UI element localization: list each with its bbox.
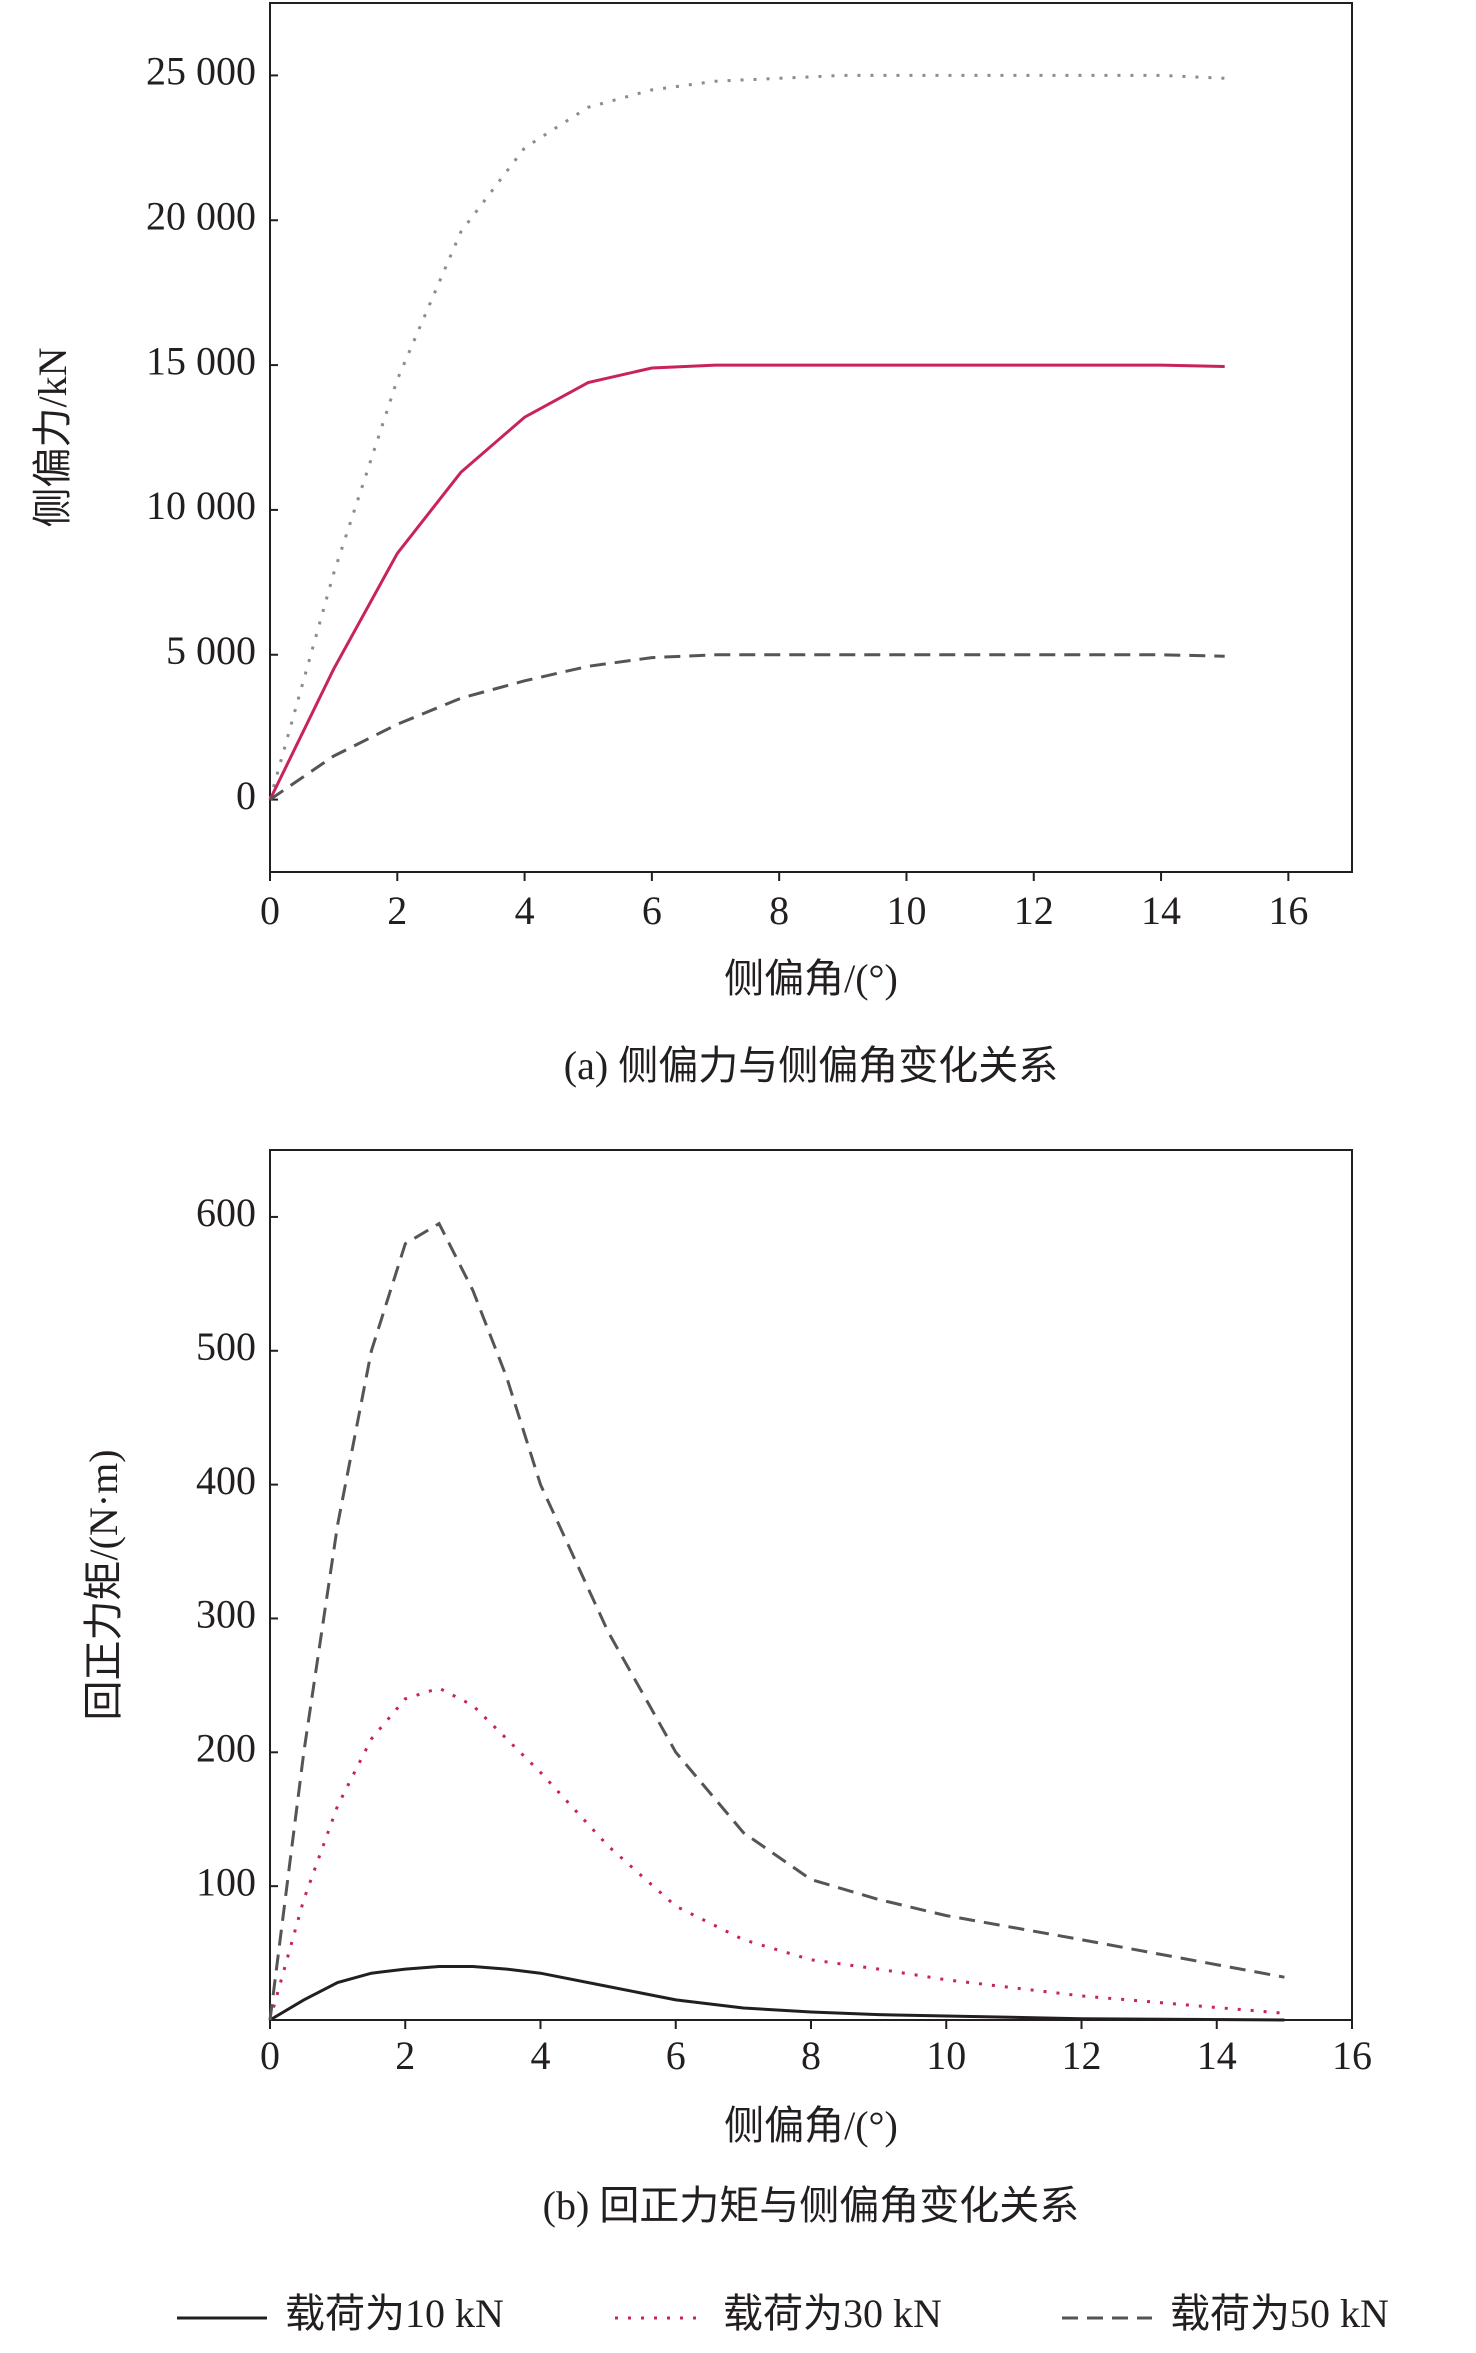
x-tick-label: 12 xyxy=(1014,888,1054,933)
series-line xyxy=(268,1686,1285,2021)
x-tick-label: 2 xyxy=(387,888,407,933)
x-tick-label: 0 xyxy=(260,2033,280,2078)
y-tick-label: 400 xyxy=(196,1458,256,1503)
x-axis-label: 侧偏角/(°) xyxy=(724,2103,898,2148)
y-axis-label: 侧偏力/kN xyxy=(30,348,75,528)
plot-frame xyxy=(269,2,1353,873)
series-line xyxy=(268,1221,1285,2021)
x-tick-label: 6 xyxy=(666,2033,686,2078)
plot-frame xyxy=(269,1149,1353,2021)
y-axis-label: 回正力矩/(N·m) xyxy=(81,1449,126,1720)
x-tick-label: 8 xyxy=(801,2033,821,2078)
y-tick-label: 500 xyxy=(196,1324,256,1369)
x-tick-label: 16 xyxy=(1332,2033,1372,2078)
y-tick-label: 5 000 xyxy=(166,628,256,673)
series-line xyxy=(268,73,1225,801)
x-tick-label: 2 xyxy=(395,2033,415,2078)
x-tick-label: 6 xyxy=(642,888,662,933)
x-tick-label: 14 xyxy=(1197,2033,1237,2078)
legend-label: 载荷为30 kN xyxy=(723,2291,942,2336)
x-tick-label: 4 xyxy=(531,2033,551,2078)
y-tick-label: 0 xyxy=(236,773,256,818)
legend-label: 载荷为50 kN xyxy=(1170,2291,1389,2336)
y-tick-label: 25 000 xyxy=(146,49,256,94)
y-tick-label: 20 000 xyxy=(146,193,256,238)
y-tick-label: 200 xyxy=(196,1725,256,1770)
series-line xyxy=(269,653,1225,801)
chart-title: (a) 侧偏力与侧偏角变化关系 xyxy=(564,1043,1058,1088)
x-tick-label: 10 xyxy=(926,2033,966,2078)
y-tick-label: 15 000 xyxy=(146,338,256,383)
x-tick-label: 8 xyxy=(769,888,789,933)
x-tick-label: 16 xyxy=(1268,888,1308,933)
legend-label: 载荷为10 kN xyxy=(285,2291,504,2336)
y-tick-label: 10 000 xyxy=(146,483,256,528)
x-tick-label: 10 xyxy=(886,888,926,933)
x-tick-label: 0 xyxy=(260,888,280,933)
x-tick-label: 14 xyxy=(1141,888,1181,933)
x-tick-label: 12 xyxy=(1062,2033,1102,2078)
y-tick-label: 300 xyxy=(196,1592,256,1637)
chart-title: (b) 回正力矩与侧偏角变化关系 xyxy=(543,2183,1080,2228)
series-line xyxy=(268,363,1225,801)
y-tick-label: 600 xyxy=(196,1190,256,1235)
series-line xyxy=(269,1965,1285,2022)
y-tick-label: 100 xyxy=(196,1859,256,1904)
x-axis-label: 侧偏角/(°) xyxy=(724,956,898,1001)
x-tick-label: 4 xyxy=(515,888,535,933)
